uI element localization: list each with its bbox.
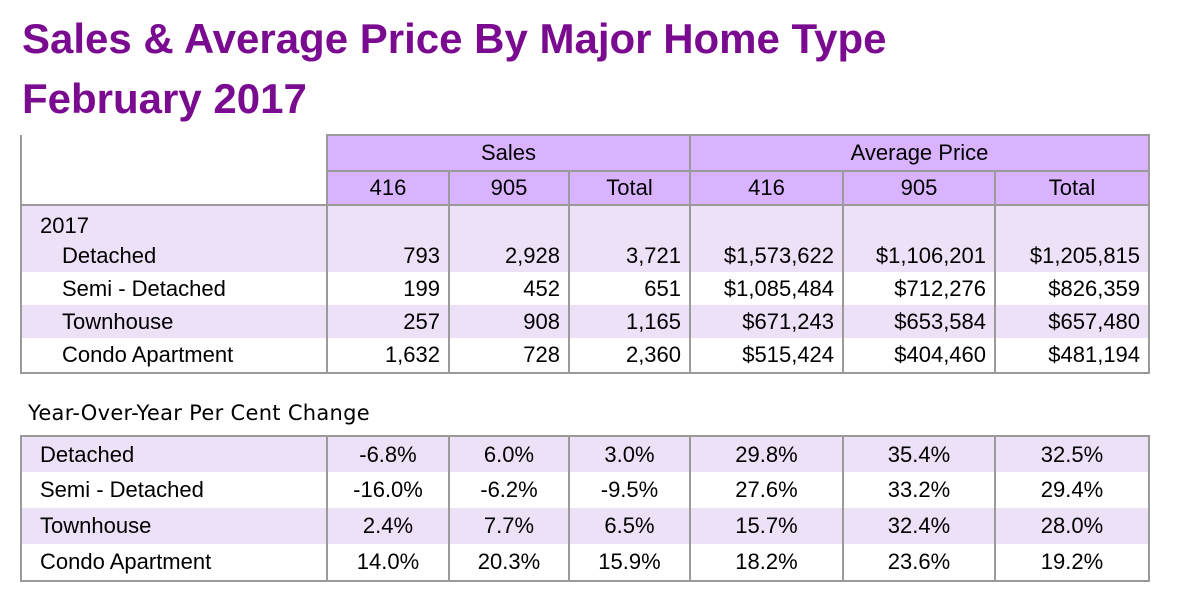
table-cell: 651 <box>567 272 692 305</box>
table-cell: -6.2% <box>448 472 570 508</box>
table-cell: 1,632 <box>326 338 450 373</box>
yoy-section-title: Year-Over-Year Per Cent Change <box>28 401 371 425</box>
table-cell: 2.4% <box>326 508 450 544</box>
col-sales-416: 416 <box>326 170 450 206</box>
table-cell: -6.8% <box>326 436 450 472</box>
table-cell: 2,360 <box>567 338 692 373</box>
table-cell: 20.3% <box>448 544 570 581</box>
row-type-label: Semi - Detached <box>20 472 328 508</box>
col-price-total: Total <box>994 170 1151 206</box>
page-subtitle: February 2017 <box>22 75 307 122</box>
table-cell: 1,165 <box>567 305 692 338</box>
table-cell: 3.0% <box>568 436 691 472</box>
col-price-416: 416 <box>689 170 845 206</box>
row-type-label: Condo Apartment <box>20 338 328 373</box>
table-cell: $1,205,815 <box>994 239 1151 272</box>
table-cell: 728 <box>448 338 570 373</box>
col-sales-total: Total <box>567 170 692 206</box>
table-cell: 35.4% <box>842 436 996 472</box>
table-cell: $671,243 <box>689 305 845 338</box>
table-cell: $1,085,484 <box>689 272 845 305</box>
table-cell: $404,460 <box>842 338 997 373</box>
table-cell: 793 <box>326 239 450 272</box>
table-cell: -16.0% <box>326 472 450 508</box>
header-blank <box>20 171 328 205</box>
table-cell: -9.5% <box>568 472 691 508</box>
table-row: Condo Apartment 14.0% 20.3% 15.9% 18.2% … <box>20 544 1150 581</box>
header-average-price: Average Price <box>689 134 1151 172</box>
table-cell: 29.4% <box>994 472 1150 508</box>
table-cell: 14.0% <box>326 544 450 581</box>
table-cell: 29.8% <box>689 436 844 472</box>
table-cell: $1,573,622 <box>689 239 845 272</box>
table-cell: $481,194 <box>994 338 1151 373</box>
year-row: 2017 <box>20 205 1151 239</box>
table-cell: 7.7% <box>448 508 570 544</box>
table-row: Detached -6.8% 6.0% 3.0% 29.8% 35.4% 32.… <box>20 436 1150 472</box>
table-cell: 23.6% <box>842 544 996 581</box>
table-row: Detached 793 2,928 3,721 $1,573,622 $1,1… <box>20 239 1151 272</box>
table-cell: 32.5% <box>994 436 1150 472</box>
page-title: Sales & Average Price By Major Home Type <box>22 15 887 62</box>
table-cell: $657,480 <box>994 305 1151 338</box>
table-cell: 19.2% <box>994 544 1150 581</box>
year-label: 2017 <box>20 205 328 239</box>
table-row: Condo Apartment 1,632 728 2,360 $515,424… <box>20 338 1151 373</box>
table-cell: 33.2% <box>842 472 996 508</box>
table-cell: 908 <box>448 305 570 338</box>
table-cell: $826,359 <box>994 272 1151 305</box>
table-cell: 6.0% <box>448 436 570 472</box>
table-row: Townhouse 257 908 1,165 $671,243 $653,58… <box>20 305 1151 338</box>
table-cell: 3,721 <box>567 239 692 272</box>
table-cell: 6.5% <box>568 508 691 544</box>
table-row: Semi - Detached -16.0% -6.2% -9.5% 27.6%… <box>20 472 1150 508</box>
table-cell: 199 <box>326 272 450 305</box>
table-row: Townhouse 2.4% 7.7% 6.5% 15.7% 32.4% 28.… <box>20 508 1150 544</box>
table-cell: 15.9% <box>568 544 691 581</box>
row-type-label: Townhouse <box>20 305 328 338</box>
row-type-label: Semi - Detached <box>20 272 328 305</box>
table-cell: 32.4% <box>842 508 996 544</box>
yoy-change-table: Detached -6.8% 6.0% 3.0% 29.8% 35.4% 32.… <box>20 435 1150 582</box>
table-row: Semi - Detached 199 452 651 $1,085,484 $… <box>20 272 1151 305</box>
table-cell: $515,424 <box>689 338 845 373</box>
table-cell: 15.7% <box>689 508 844 544</box>
table-cell: $712,276 <box>842 272 997 305</box>
sales-price-table: Sales Average Price 416 905 Total 416 90… <box>20 134 1151 374</box>
col-price-905: 905 <box>842 170 997 206</box>
table-cell: 28.0% <box>994 508 1150 544</box>
row-type-label: Detached <box>20 436 328 472</box>
col-sales-905: 905 <box>448 170 570 206</box>
table-cell: 2,928 <box>448 239 570 272</box>
row-type-label: Condo Apartment <box>20 544 328 581</box>
table-cell: 27.6% <box>689 472 844 508</box>
table-cell: 18.2% <box>689 544 844 581</box>
header-sales: Sales <box>325 134 692 172</box>
row-type-label: Townhouse <box>20 508 328 544</box>
row-type-label: Detached <box>20 239 328 272</box>
table-cell: $653,584 <box>842 305 997 338</box>
table-cell: 452 <box>448 272 570 305</box>
table-cell: $1,106,201 <box>842 239 997 272</box>
table-cell: 257 <box>326 305 450 338</box>
header-blank <box>20 135 328 171</box>
